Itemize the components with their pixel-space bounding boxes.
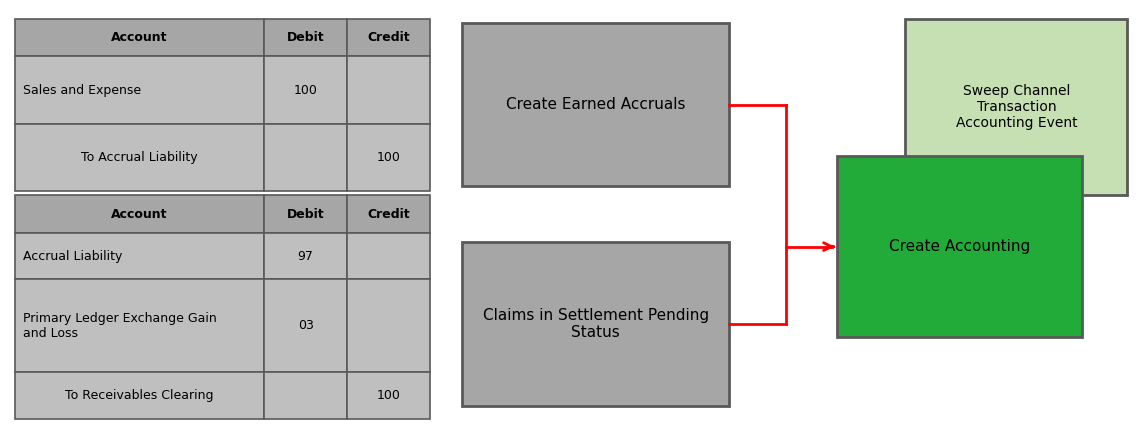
Text: To Accrual Liability: To Accrual Liability [81, 151, 198, 164]
Text: Sales and Expense: Sales and Expense [23, 84, 141, 97]
Text: 97: 97 [298, 250, 314, 263]
Text: Debit: Debit [287, 207, 325, 220]
FancyBboxPatch shape [15, 56, 264, 123]
FancyBboxPatch shape [15, 123, 264, 191]
FancyBboxPatch shape [264, 19, 347, 56]
FancyBboxPatch shape [347, 233, 430, 279]
Text: Debit: Debit [287, 31, 325, 44]
FancyBboxPatch shape [347, 56, 430, 123]
Text: Primary Ledger Exchange Gain
and Loss: Primary Ledger Exchange Gain and Loss [23, 312, 217, 340]
Text: Accrual Liability: Accrual Liability [23, 250, 122, 263]
Text: Account: Account [112, 31, 168, 44]
FancyBboxPatch shape [15, 279, 264, 372]
FancyBboxPatch shape [264, 372, 347, 419]
Text: 100: 100 [376, 151, 400, 164]
FancyBboxPatch shape [264, 279, 347, 372]
Text: 100: 100 [294, 84, 318, 97]
Text: Create Earned Accruals: Create Earned Accruals [506, 97, 685, 112]
Text: Credit: Credit [367, 207, 410, 220]
Text: Credit: Credit [367, 31, 410, 44]
Text: Sweep Channel
Transaction
Accounting Event: Sweep Channel Transaction Accounting Eve… [955, 84, 1077, 130]
Text: Account: Account [112, 207, 168, 220]
Text: Create Accounting: Create Accounting [889, 239, 1031, 254]
Text: 03: 03 [298, 320, 314, 333]
FancyBboxPatch shape [347, 19, 430, 56]
FancyBboxPatch shape [264, 233, 347, 279]
FancyBboxPatch shape [15, 195, 264, 233]
FancyBboxPatch shape [347, 372, 430, 419]
FancyBboxPatch shape [264, 56, 347, 123]
FancyBboxPatch shape [462, 242, 730, 406]
FancyBboxPatch shape [15, 372, 264, 419]
FancyBboxPatch shape [837, 156, 1082, 337]
FancyBboxPatch shape [347, 195, 430, 233]
FancyBboxPatch shape [347, 123, 430, 191]
Text: To Receivables Clearing: To Receivables Clearing [65, 389, 214, 402]
FancyBboxPatch shape [905, 19, 1127, 195]
FancyBboxPatch shape [264, 123, 347, 191]
Text: 100: 100 [376, 389, 400, 402]
FancyBboxPatch shape [347, 279, 430, 372]
FancyBboxPatch shape [462, 23, 730, 186]
FancyBboxPatch shape [15, 233, 264, 279]
FancyBboxPatch shape [264, 195, 347, 233]
Text: Claims in Settlement Pending
Status: Claims in Settlement Pending Status [482, 308, 709, 340]
FancyBboxPatch shape [15, 19, 264, 56]
